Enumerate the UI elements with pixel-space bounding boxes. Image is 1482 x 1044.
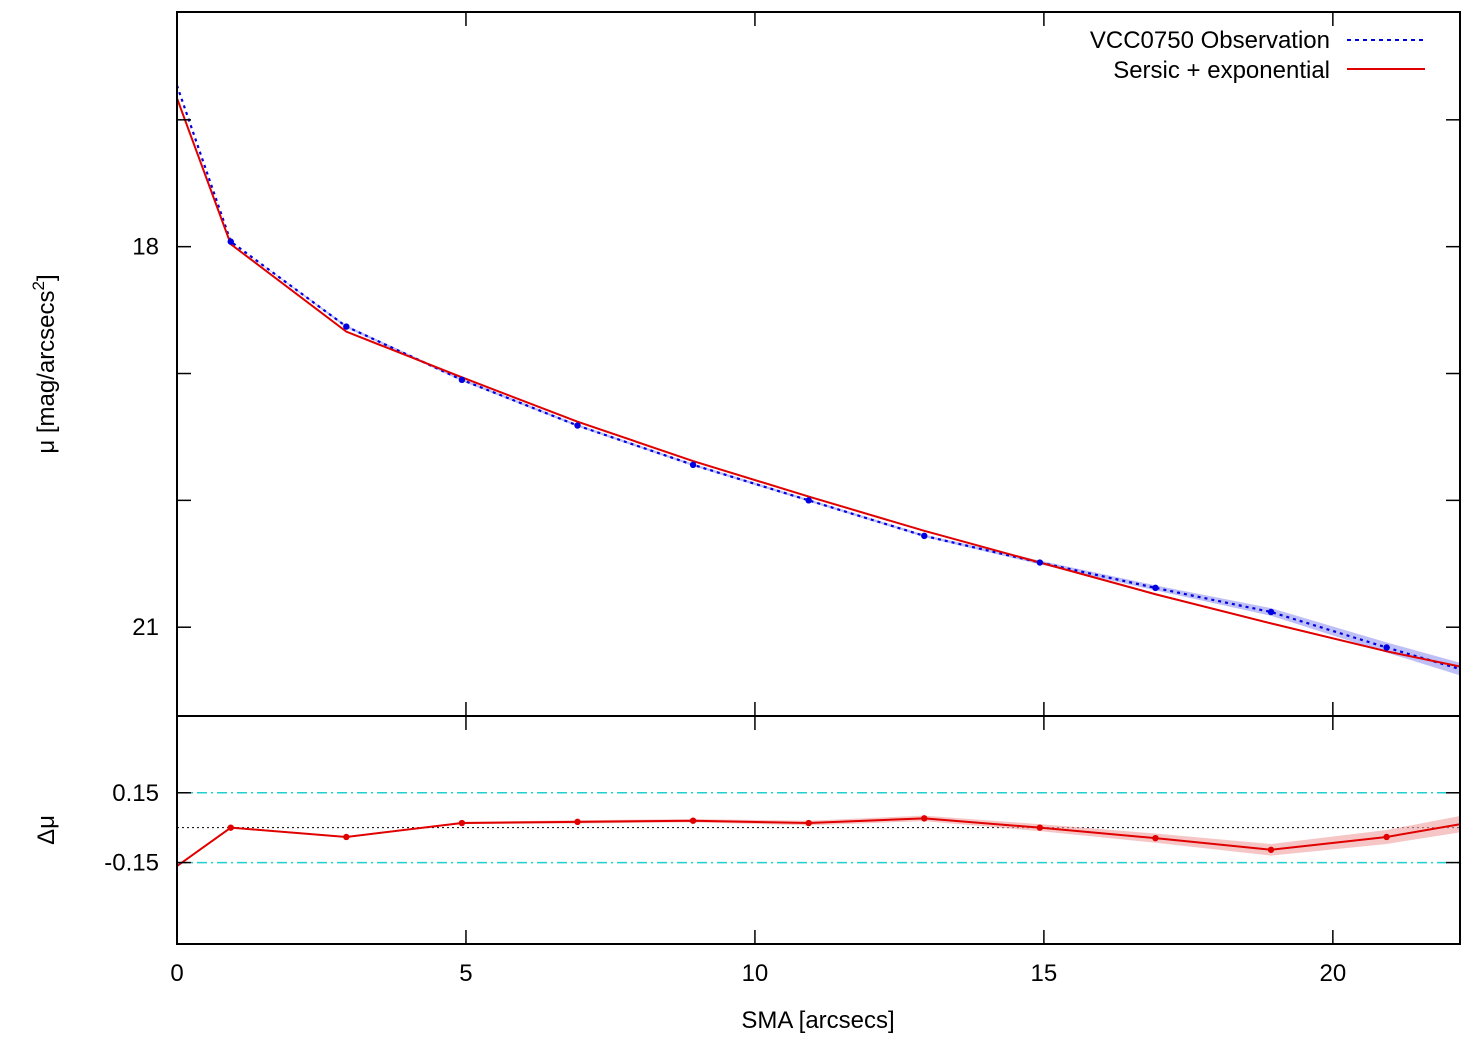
residual-point xyxy=(343,833,350,841)
residual-point xyxy=(1152,834,1159,842)
residual-reference-lines xyxy=(177,792,1460,864)
residual-point xyxy=(1383,833,1390,841)
x-tick-labels: 0 5 10 15 20 xyxy=(170,960,1346,987)
legend-label-observation: VCC0750 Observation xyxy=(1090,27,1330,54)
residual-point xyxy=(921,815,928,822)
profile-y-axis-title-main: μ [mag/arcsecs xyxy=(33,290,60,453)
residual-error-band-area xyxy=(177,815,1460,867)
observation-points xyxy=(227,238,1390,651)
profile-y-axis-title-superscript: 2 xyxy=(29,281,48,290)
residual-y-tick-label: -0.15 xyxy=(104,850,159,877)
observation-point xyxy=(1267,608,1275,616)
observation-point xyxy=(1036,559,1044,566)
residual-point xyxy=(574,818,581,826)
observation-point xyxy=(1383,644,1390,651)
residual-line xyxy=(177,817,1460,867)
legend: VCC0750 Observation Sersic + exponential xyxy=(1090,27,1425,84)
observation-point xyxy=(805,497,812,504)
x-tick-label: 10 xyxy=(742,960,769,987)
residual-polyline xyxy=(177,817,1460,867)
residual-y-axis-title: Δμ xyxy=(33,815,60,845)
observation-point xyxy=(574,422,581,429)
residual-error-band xyxy=(177,815,1460,867)
profile-y-axis-title-close: ] xyxy=(33,274,60,281)
model-line xyxy=(177,97,1460,668)
profile-y-tick-label: 18 xyxy=(132,234,159,261)
x-axis-title: SMA [arcsecs] xyxy=(741,1007,894,1034)
residual-plot-frame xyxy=(176,715,1461,945)
profile-lines xyxy=(177,85,1460,671)
residual-point xyxy=(805,819,812,827)
residual-point xyxy=(1267,846,1275,853)
observation-error-band xyxy=(177,85,1460,676)
residual-point xyxy=(1036,824,1044,831)
observation-point xyxy=(921,532,928,540)
residual-point xyxy=(227,824,234,831)
residual-point xyxy=(458,819,466,827)
profile-y-axis-title: μ [mag/arcsecs2] xyxy=(29,274,60,453)
observation-point xyxy=(689,461,697,469)
residual-panel: 0.15 -0.15 Δμ xyxy=(33,715,1461,945)
observation-error-bands xyxy=(177,85,1460,676)
x-tick-label: 5 xyxy=(459,960,472,987)
x-tick-label: 15 xyxy=(1031,960,1058,987)
residual-ticks xyxy=(176,716,1460,944)
residual-point xyxy=(689,817,697,824)
observation-point xyxy=(343,323,350,330)
residual-y-tick-label: 0.15 xyxy=(112,780,159,807)
observation-point xyxy=(1152,584,1159,592)
legend-label-model: Sersic + exponential xyxy=(1113,57,1330,84)
observation-point xyxy=(227,238,234,245)
x-tick-label: 0 xyxy=(170,960,183,987)
x-tick-label: 20 xyxy=(1320,960,1347,987)
observation-point xyxy=(458,376,466,384)
observation-line xyxy=(177,85,1460,671)
residual-points xyxy=(227,815,1390,853)
profile-y-tick-label: 21 xyxy=(132,614,159,641)
residual-y-tick-labels: 0.15 -0.15 xyxy=(104,780,159,877)
